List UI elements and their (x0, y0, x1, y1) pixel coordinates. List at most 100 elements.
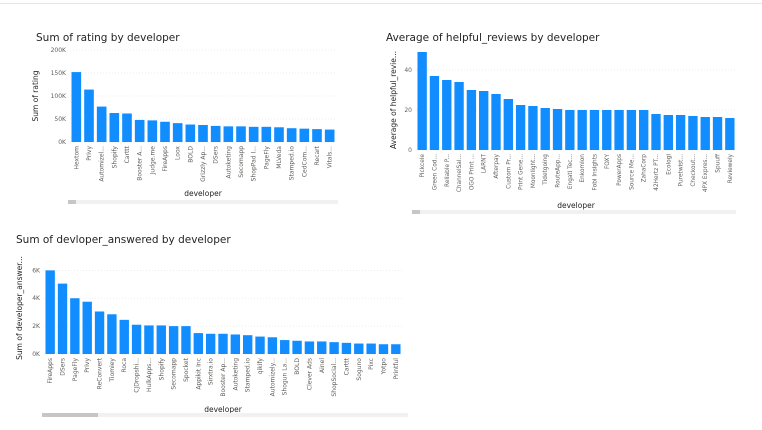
x-tick-label: Appikit Inc (195, 358, 202, 390)
x-tick-label: Judge.me (149, 146, 156, 176)
x-tick-label: Puretwist... (679, 154, 685, 186)
bar (218, 333, 228, 354)
x-tick-label: Printful (393, 358, 400, 380)
x-tick-label: LARNT (482, 154, 488, 174)
x-tick-label: Clever Ads (306, 358, 313, 390)
bar (391, 344, 401, 354)
bar (602, 110, 612, 150)
bar (109, 113, 120, 142)
x-tick-label: Shogun La... (282, 358, 289, 395)
bar (589, 110, 600, 150)
bar (354, 343, 364, 354)
x-axis-title: developer (184, 189, 222, 198)
bar (540, 108, 550, 150)
developer-answered-bar-chart: 0K 2K 4K 6K FireApps DSers PageFly Privy ReConve… (15, 256, 402, 414)
bar (626, 110, 637, 150)
x-tick-label: Stamped.io (245, 358, 252, 393)
x-tick-label: Carttt (343, 357, 350, 375)
bar (119, 319, 129, 354)
bar (577, 110, 587, 150)
bar (663, 115, 673, 150)
bar (366, 343, 376, 354)
x-tick-label: Ainel (319, 358, 326, 373)
x-tick-label: MLVeda (276, 146, 283, 169)
bar (725, 118, 735, 150)
x-tick-label: CedCom... (301, 146, 308, 177)
x-tick-label: Green Cod... (432, 154, 438, 190)
bar (280, 340, 290, 354)
x-tick-label: DSers (213, 146, 220, 164)
bar (688, 116, 698, 150)
bar (274, 127, 284, 142)
bar (242, 335, 253, 354)
y-tick-label: 150K (51, 70, 67, 77)
bar (70, 298, 80, 354)
x-tick-label: Recart (314, 145, 321, 165)
chart-title: Average of helpful_reviews by developer (386, 32, 600, 44)
y-tick-label: 6K (32, 267, 41, 274)
horizontal-scrollbar[interactable] (412, 210, 736, 214)
x-tick-label: PageFly (72, 358, 79, 382)
bar (122, 113, 132, 142)
chart-panel-helpful-reviews[interactable]: Average of helpful_reviews by developer … (382, 28, 742, 218)
bar (210, 125, 221, 142)
x-tick-label: Automizel... (99, 146, 106, 182)
scrollbar-thumb[interactable] (412, 210, 420, 214)
bar (675, 115, 686, 150)
y-tick-label: 2K (32, 323, 41, 330)
x-tick-label: qikify (257, 358, 264, 375)
x-tick-label: Carttt (124, 145, 131, 163)
x-tick-label: DSers (60, 358, 67, 376)
bar (156, 325, 166, 354)
bar (168, 326, 179, 354)
x-tick-label: ShopPad I... (251, 146, 258, 181)
x-tick-label: PowerApps (617, 154, 623, 186)
bar (134, 119, 145, 142)
bar (144, 325, 154, 354)
bar (528, 106, 538, 150)
x-tick-label: Reliable P... (445, 154, 451, 187)
helpful-reviews-bar-chart: 0 20 40 Pickcele Green Cod... Reliable P... Ch… (389, 51, 736, 210)
bar (71, 72, 82, 142)
bar (198, 124, 208, 142)
x-tick-label: Spocket (183, 357, 190, 382)
bar (565, 110, 575, 150)
x-tick-label: Pixc (368, 358, 375, 370)
bar (45, 270, 55, 354)
chart-panel-developer-answered[interactable]: Sum of devloper_answered by developer 0K… (12, 232, 410, 422)
chart-panel-rating[interactable]: Sum of rating by developer 0K 50K 100K 150K… (24, 28, 346, 208)
x-tick-label: Reviewely (728, 153, 734, 183)
y-tick-label: 0K (32, 351, 41, 358)
x-tick-label: Vitals... (327, 146, 334, 168)
bar (172, 123, 183, 142)
bar (292, 340, 302, 354)
x-tick-label: ReConvert (97, 357, 104, 389)
y-tick-label: 100K (51, 93, 67, 100)
x-tick-label: HulkApps... (146, 358, 153, 392)
bar (552, 109, 563, 150)
top-divider (0, 3, 762, 4)
horizontal-scrollbar[interactable] (42, 413, 408, 417)
x-tick-label: Checkout... (691, 154, 697, 187)
bar (230, 334, 241, 354)
bar (378, 344, 389, 354)
chart-title: Sum of rating by developer (36, 32, 180, 44)
scrollbar-thumb[interactable] (42, 413, 98, 417)
x-tick-label: Yotpo (380, 358, 387, 376)
bar (185, 124, 196, 142)
horizontal-scrollbar[interactable] (68, 200, 338, 204)
x-tick-label: Shopify (158, 358, 165, 381)
bar (82, 301, 92, 354)
x-tick-label: CJDropshi... (134, 358, 141, 393)
x-axis-title: developer (204, 405, 242, 414)
bar (160, 121, 170, 142)
y-tick-label: 20 (404, 107, 412, 114)
scrollbar-thumb[interactable] (68, 200, 76, 204)
x-tick-label: Moonlight... (531, 154, 537, 188)
x-tick-label: FireApps (47, 358, 54, 384)
bar (299, 128, 310, 142)
y-tick-label: 200K (51, 47, 67, 54)
x-tick-label: Booster A... (137, 146, 144, 181)
x-tick-label: ShopSocial... (331, 358, 338, 397)
bar (700, 117, 710, 150)
